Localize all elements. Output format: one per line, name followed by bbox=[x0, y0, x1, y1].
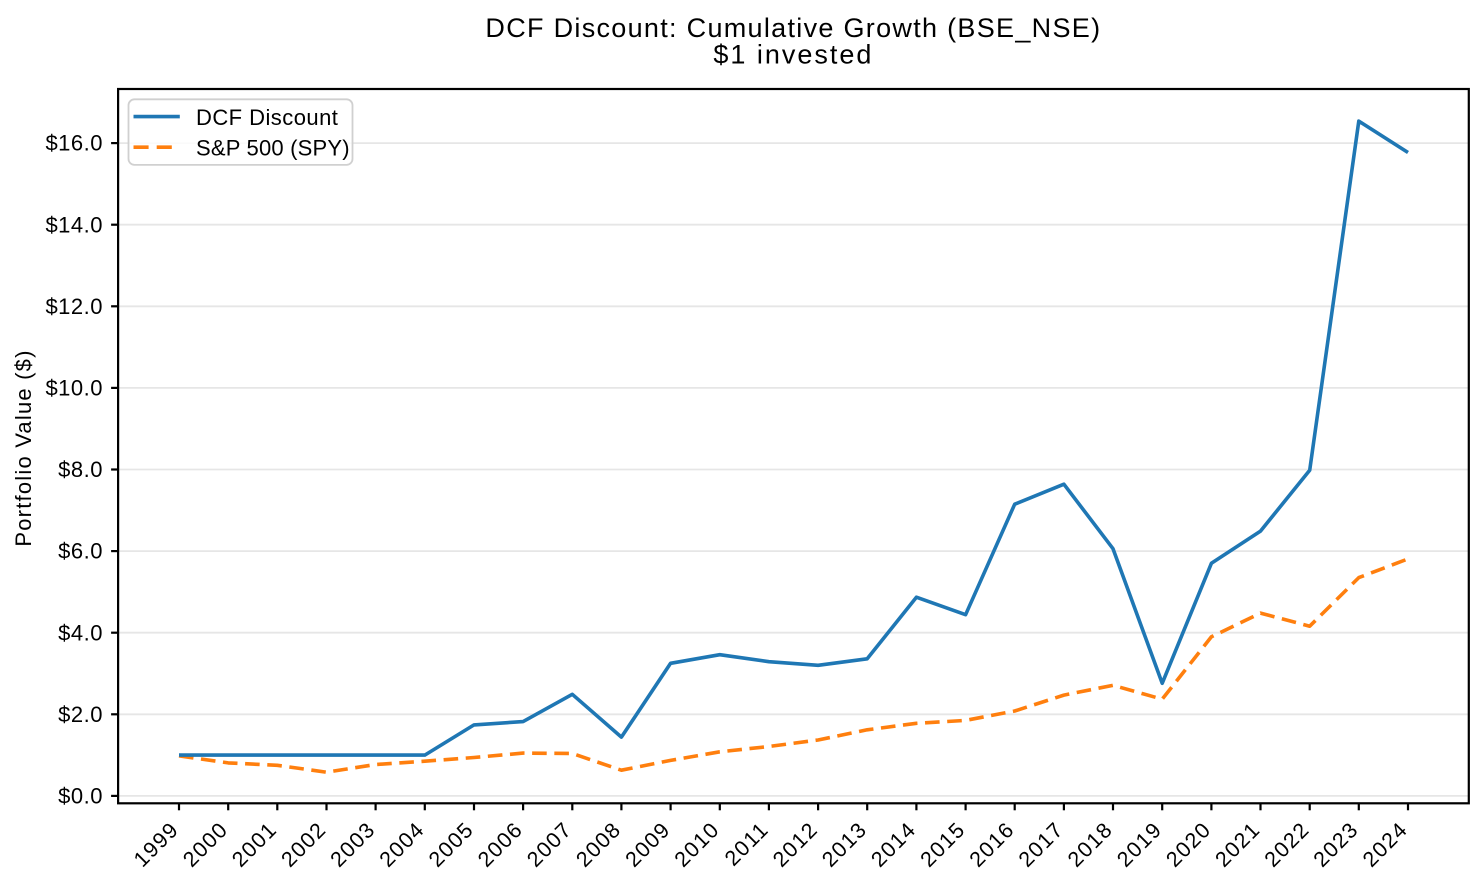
svg-text:DCF Discount: Cumulative Growt: DCF Discount: Cumulative Growth (BSE_NSE… bbox=[485, 13, 1101, 43]
svg-text:$16.0: $16.0 bbox=[45, 131, 103, 156]
svg-text:$1 invested: $1 invested bbox=[713, 40, 873, 70]
svg-text:$12.0: $12.0 bbox=[45, 294, 103, 319]
svg-text:$2.0: $2.0 bbox=[58, 702, 103, 727]
svg-text:$4.0: $4.0 bbox=[58, 620, 103, 645]
svg-text:$0.0: $0.0 bbox=[58, 784, 103, 809]
svg-text:$8.0: $8.0 bbox=[58, 457, 103, 482]
svg-text:$14.0: $14.0 bbox=[45, 212, 103, 237]
svg-text:Portfolio Value ($): Portfolio Value ($) bbox=[11, 349, 36, 546]
svg-text:$10.0: $10.0 bbox=[45, 376, 103, 401]
svg-text:DCF Discount: DCF Discount bbox=[196, 105, 338, 130]
svg-text:$6.0: $6.0 bbox=[58, 539, 103, 564]
svg-text:S&P 500 (SPY): S&P 500 (SPY) bbox=[196, 136, 350, 161]
